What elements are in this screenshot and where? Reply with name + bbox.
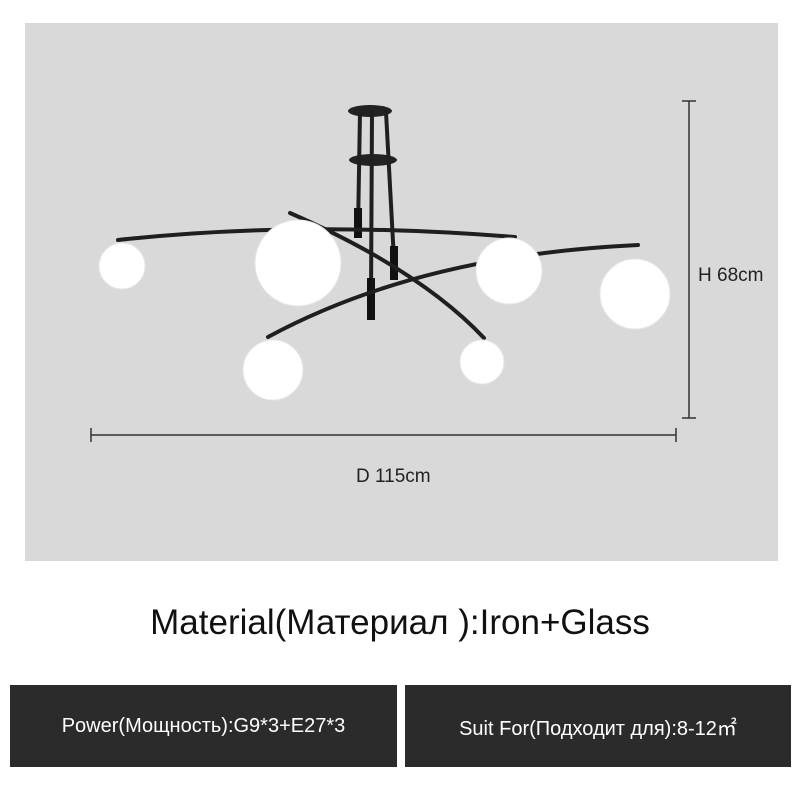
socket [390,246,398,280]
socket [367,278,375,320]
chandelier [116,105,640,340]
dimension-lines [90,100,696,442]
height-label: H 68cm [698,265,764,286]
globe [98,242,146,290]
socket [354,208,362,238]
globe [475,237,543,305]
rod [369,110,374,302]
power-spec-box: Power(Мощность):G9*3+E27*3 [10,685,397,767]
globe [242,339,304,401]
globe [599,258,671,330]
material-text: Material(Материал ):Iron+Glass [150,603,650,642]
diameter-label: D 115cm [356,466,431,487]
glass-globes [98,219,671,401]
globe [459,339,505,385]
power-text: Power(Мощность):G9*3+E27*3 [61,714,346,737]
suit-for-text: Suit For(Подходит для):8-12㎡ [459,717,737,740]
suit-for-spec-box: Suit For(Подходит для):8-12㎡ [405,685,791,767]
rod [384,110,396,262]
globe [254,219,342,307]
arm [266,243,640,339]
